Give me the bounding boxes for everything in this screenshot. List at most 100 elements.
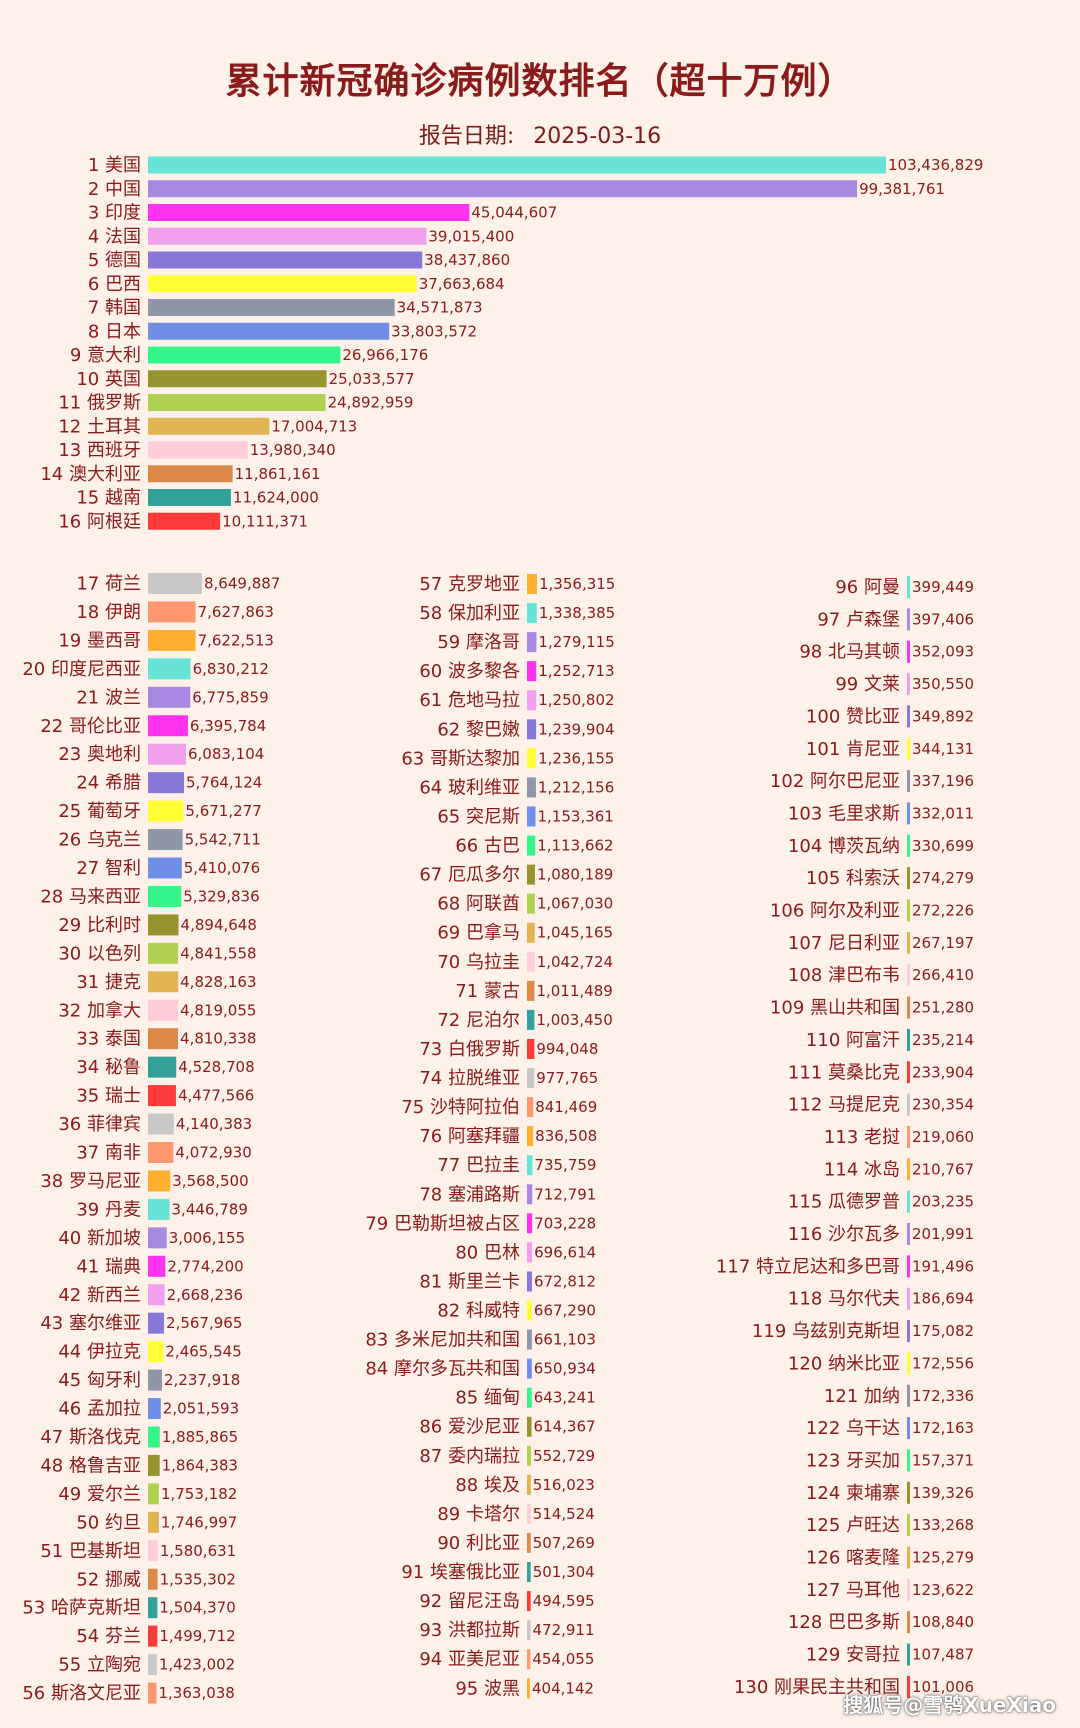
bar [148, 942, 179, 964]
country-label: 94 亚美尼亚 [419, 1649, 520, 1670]
country-label: 87 委内瑞拉 [419, 1446, 520, 1467]
value-label: 1,113,662 [537, 837, 613, 855]
watermark: 搜狐号@雪鸮XueXiao [843, 1693, 1056, 1717]
bar [907, 1255, 910, 1278]
value-label: 6,083,104 [188, 745, 264, 763]
country-label: 86 爱沙尼亚 [419, 1417, 520, 1438]
country-label: 16 阿根廷 [58, 511, 141, 532]
value-label: 1,003,450 [536, 1011, 612, 1029]
country-label: 126 喀麦隆 [806, 1548, 900, 1569]
country-label: 67 厄瓜多尔 [419, 865, 520, 886]
bar [907, 1028, 910, 1051]
country-label: 109 黑山共和国 [770, 998, 900, 1019]
country-label: 97 卢森堡 [817, 609, 900, 630]
value-label: 101,006 [912, 1678, 974, 1696]
bar [148, 743, 186, 765]
bar [907, 1352, 910, 1375]
value-label: 1,885,865 [162, 1428, 238, 1446]
country-label: 38 罗马尼亚 [40, 1171, 141, 1192]
value-label: 3,006,155 [169, 1229, 245, 1247]
bar [907, 1643, 910, 1666]
value-label: 107,487 [912, 1646, 974, 1664]
country-label: 24 希腊 [76, 773, 141, 794]
value-label: 1,279,115 [538, 633, 614, 651]
value-label: 7,627,863 [198, 603, 274, 621]
country-label: 61 危地马拉 [419, 690, 520, 711]
value-label: 5,329,836 [183, 887, 259, 905]
value-label: 219,060 [912, 1128, 974, 1146]
country-label: 113 老挝 [824, 1127, 900, 1148]
bar [148, 370, 327, 388]
bar [527, 1300, 532, 1321]
country-label: 9 意大利 [70, 345, 141, 366]
country-label: 110 阿富汗 [806, 1030, 900, 1051]
value-label: 501,304 [533, 1563, 595, 1581]
value-label: 703,228 [534, 1214, 596, 1232]
country-label: 3 印度 [88, 203, 141, 224]
bar [148, 275, 417, 293]
bar [527, 1068, 535, 1089]
country-label: 119 乌兹别克斯坦 [752, 1321, 900, 1342]
bar [527, 1271, 532, 1292]
bar [527, 1358, 532, 1379]
bar [527, 1126, 534, 1147]
value-label: 841,469 [535, 1098, 597, 1116]
country-label: 15 越南 [76, 488, 141, 509]
country-label: 129 安哥拉 [806, 1645, 900, 1666]
country-label: 84 摩尔多瓦共和国 [365, 1359, 520, 1380]
country-label: 8 日本 [88, 321, 141, 342]
value-label: 472,911 [532, 1621, 594, 1639]
bar [527, 1474, 531, 1495]
bar [148, 857, 182, 879]
bar [527, 864, 535, 885]
value-label: 1,504,370 [159, 1599, 235, 1617]
bar [148, 1198, 170, 1220]
bar [148, 772, 184, 794]
country-label: 44 伊拉克 [58, 1342, 141, 1363]
country-label: 120 纳米比亚 [788, 1353, 900, 1374]
value-label: 1,236,155 [538, 749, 614, 767]
value-label: 1,042,724 [537, 953, 613, 971]
value-label: 2,051,593 [163, 1400, 239, 1418]
country-label: 112 马提尼克 [788, 1095, 900, 1116]
country-label: 70 乌拉圭 [437, 952, 520, 973]
bar [148, 686, 191, 708]
bar [148, 394, 326, 411]
value-label: 272,226 [912, 902, 974, 920]
value-label: 696,614 [534, 1243, 596, 1261]
value-label: 172,336 [912, 1387, 974, 1405]
country-label: 51 巴基斯坦 [40, 1541, 141, 1562]
bar [907, 899, 910, 922]
bar [148, 715, 188, 737]
country-label: 5 德国 [88, 250, 141, 271]
bar [527, 1445, 532, 1466]
bar [148, 1597, 158, 1619]
bar [148, 1369, 162, 1391]
bar [527, 1649, 531, 1670]
bar [907, 1190, 910, 1213]
bar [527, 951, 535, 972]
country-label: 43 塞尔维亚 [40, 1313, 141, 1334]
value-label: 3,568,500 [172, 1172, 248, 1190]
value-label: 350,550 [912, 675, 974, 693]
bar [527, 1097, 534, 1118]
country-label: 2 中国 [88, 179, 141, 200]
value-label: 6,395,784 [190, 717, 266, 735]
bar [148, 1511, 159, 1533]
bar [148, 299, 395, 316]
bar [527, 574, 537, 594]
country-label: 99 文莱 [835, 674, 900, 695]
value-label: 25,033,577 [329, 370, 415, 388]
country-label: 85 缅甸 [455, 1388, 520, 1409]
value-label: 516,023 [533, 1476, 595, 1494]
value-label: 1,067,030 [537, 895, 613, 913]
bar [527, 980, 535, 1001]
bar [907, 705, 910, 728]
country-label: 46 孟加拉 [58, 1399, 141, 1420]
bar [527, 806, 536, 827]
country-label: 34 秘鲁 [76, 1057, 141, 1078]
value-label: 1,153,361 [538, 807, 614, 825]
value-label: 133,268 [912, 1516, 974, 1534]
bar [907, 1125, 910, 1148]
bar [148, 1568, 158, 1590]
